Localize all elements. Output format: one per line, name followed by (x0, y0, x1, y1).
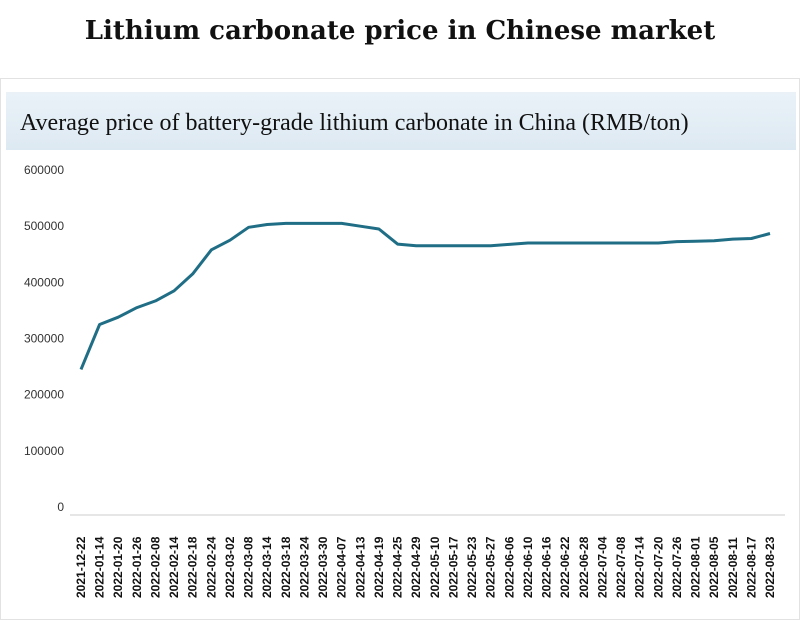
x-tick-label: 2022-06-22 (558, 536, 572, 598)
x-tick-label: 2022-03-02 (223, 536, 237, 598)
x-tick-label: 2022-05-23 (465, 536, 479, 598)
x-tick-label: 2022-05-27 (484, 536, 498, 598)
y-tick-label: 300000 (24, 332, 64, 346)
price-series-line (81, 223, 770, 369)
x-tick-label: 2022-03-18 (279, 536, 293, 598)
x-tick-label: 2022-04-07 (335, 536, 349, 598)
x-tick-label: 2022-07-26 (670, 536, 684, 598)
x-tick-label: 2022-08-17 (744, 536, 758, 598)
x-tick-label: 2022-04-13 (353, 536, 367, 598)
x-tick-label: 2022-03-14 (260, 536, 274, 598)
x-tick-label: 2022-06-10 (521, 536, 535, 598)
x-tick-label: 2022-07-14 (633, 536, 647, 598)
x-tick-label: 2022-06-16 (540, 536, 554, 598)
x-tick-label: 2022-06-06 (502, 536, 516, 598)
x-tick-label: 2022-01-14 (93, 536, 107, 598)
x-tick-label: 2022-03-08 (242, 536, 256, 598)
x-tick-label: 2022-04-19 (372, 536, 386, 598)
x-tick-label: 2021-12-22 (74, 536, 88, 598)
x-tick-label: 2022-04-29 (409, 536, 423, 598)
x-tick-label: 2022-02-08 (148, 536, 162, 598)
x-tick-label: 2022-03-30 (316, 536, 330, 598)
x-tick-label: 2022-01-26 (130, 536, 144, 598)
x-tick-label: 2022-03-24 (297, 536, 311, 598)
x-tick-label: 2022-07-04 (595, 536, 609, 598)
y-tick-label: 600000 (24, 163, 64, 177)
y-tick-label: 400000 (24, 275, 64, 289)
x-tick-label: 2022-08-11 (726, 537, 740, 598)
y-tick-label: 200000 (24, 388, 64, 402)
x-tick-label: 2022-04-25 (391, 536, 405, 598)
y-tick-label: 500000 (24, 219, 64, 233)
x-tick-label: 2022-05-10 (428, 536, 442, 598)
x-tick-label: 2022-02-18 (186, 536, 200, 598)
x-tick-label: 2022-07-20 (651, 536, 665, 598)
x-tick-label: 2022-08-05 (707, 536, 721, 598)
x-tick-label: 2022-02-14 (167, 536, 181, 598)
x-tick-label: 2022-06-28 (577, 536, 591, 598)
x-tick-label: 2022-08-01 (689, 536, 703, 598)
x-tick-label: 2022-05-17 (446, 536, 460, 598)
x-tick-label: 2022-01-20 (111, 536, 125, 598)
x-tick-label: 2022-07-08 (614, 536, 628, 598)
x-tick-label: 2022-02-24 (204, 536, 218, 598)
y-tick-label: 100000 (24, 444, 64, 458)
x-tick-label: 2022-08-23 (763, 536, 777, 598)
y-tick-label: 0 (57, 500, 64, 514)
